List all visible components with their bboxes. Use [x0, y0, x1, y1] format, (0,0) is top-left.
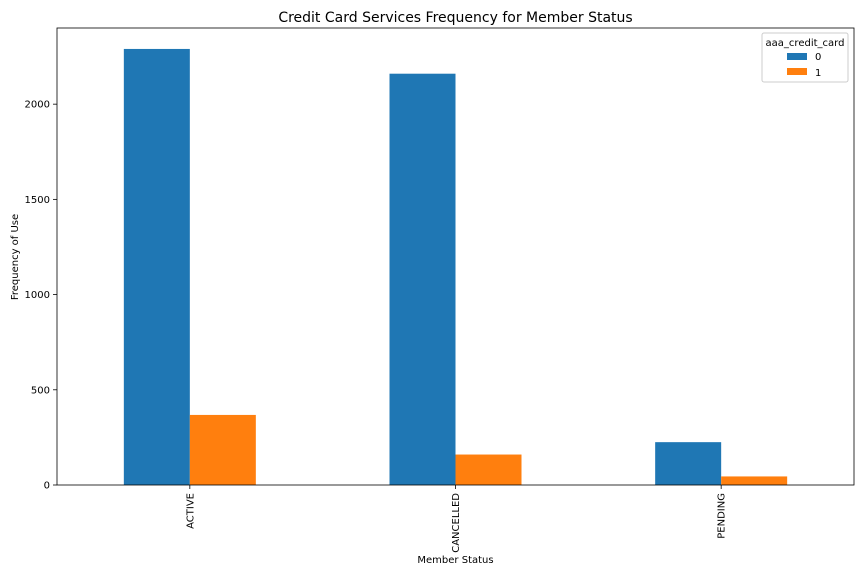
y-tick-label-500: 500 — [31, 385, 50, 396]
chart-title: Credit Card Services Frequency for Membe… — [278, 10, 632, 26]
legend-title: aaa_credit_card — [766, 38, 845, 49]
y-tick-label-1000: 1000 — [25, 290, 50, 301]
bar-series-1-pending — [721, 476, 788, 485]
x-tick-label-active: ACTIVE — [185, 493, 196, 529]
legend-label-1: 1 — [815, 68, 821, 79]
bar-series-1-cancelled — [455, 454, 522, 485]
y-tick-label-1500: 1500 — [25, 195, 50, 206]
x-tick-label-pending: PENDING — [717, 493, 728, 539]
bar-series-0-active — [123, 48, 190, 486]
y-tick-label-0: 0 — [44, 481, 50, 492]
legend-label-0: 0 — [815, 52, 821, 63]
plot-area: 0 500 1000 1500 2000 ACTIVE CANCELLED PENDING — [25, 27, 855, 553]
bar-series-0-cancelled — [389, 73, 456, 485]
y-axis-label: Frequency of Use — [10, 214, 21, 300]
x-axis-label: Member Status — [417, 555, 493, 566]
legend-swatch-0 — [787, 53, 807, 60]
bar-series-1-active — [189, 414, 256, 485]
y-tick-label-2000: 2000 — [25, 100, 50, 111]
legend: aaa_credit_card 0 1 — [761, 32, 849, 83]
bar-series-0-pending — [655, 442, 722, 485]
legend-swatch-1 — [787, 68, 807, 75]
x-tick-label-cancelled: CANCELLED — [451, 493, 462, 553]
